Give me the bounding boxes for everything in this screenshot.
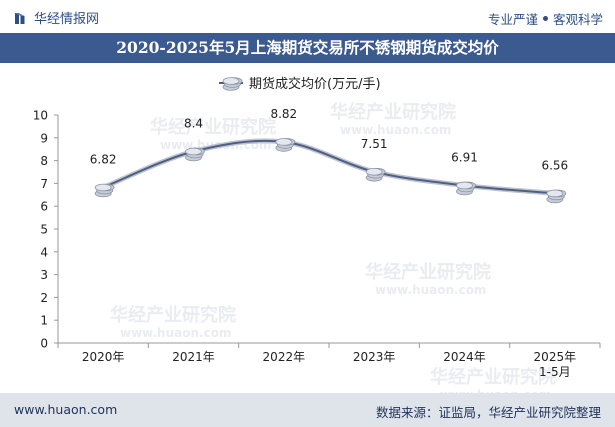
- watermark-url: www.huaon.com: [375, 283, 486, 297]
- watermark-text: 华经产业研究院: [150, 116, 276, 138]
- x-tick-label: 2024年: [443, 350, 486, 364]
- tag-right: 客观科学: [552, 12, 603, 27]
- data-point-marker: [185, 147, 205, 162]
- tag-separator-dot: [542, 16, 548, 21]
- x-tick-label: 2020年: [82, 350, 125, 364]
- tagline: 专业严谨 客观科学: [488, 9, 603, 28]
- x-tick-label: 2022年: [263, 350, 306, 364]
- y-tick-label: 4: [40, 245, 48, 259]
- brand-logo-icon: [15, 12, 25, 24]
- y-tick-label: 5: [40, 223, 48, 237]
- x-axis: 2020年 2021年 2022年 2023年 2024年 2025年 1-5月: [57, 342, 601, 379]
- watermark-text: 华经产业研究院: [430, 366, 556, 388]
- data-labels: 6.82 8.4 8.82 7.51 6.91 6.56: [90, 107, 568, 173]
- data-point-marker: [94, 183, 115, 198]
- data-label: 6.82: [90, 153, 117, 167]
- watermark-text: 华经产业研究院: [110, 304, 236, 326]
- x-tick-label: 2021年: [172, 350, 215, 364]
- watermark-text: 华经产业研究院: [330, 101, 456, 123]
- footer: www.huaon.com 数据来源：证监局，华经产业研究院整理: [0, 393, 615, 427]
- y-tick-label: 10: [33, 109, 48, 123]
- x-tick-label: 2025年 1-5月: [534, 350, 577, 379]
- x-tick-label: 2023年: [353, 350, 396, 364]
- y-tick-label: 1: [40, 314, 48, 328]
- top-bar: 华经情报网 专业严谨 客观科学: [0, 0, 615, 33]
- footer-website: www.huaon.com: [14, 402, 118, 417]
- y-tick-label: 6: [40, 200, 48, 214]
- chart-area: 华经产业研究院 www.huaon.com 华经产业研究院 www.huaon.com…: [0, 63, 615, 402]
- series-line: [94, 138, 567, 204]
- data-label: 8.82: [270, 107, 297, 121]
- data-label: 6.91: [451, 150, 478, 164]
- data-point-marker: [365, 167, 386, 182]
- data-label: 7.51: [361, 137, 388, 151]
- y-tick-label: 0: [40, 337, 48, 351]
- watermark-url: www.huaon.com: [340, 123, 451, 137]
- data-point-marker: [546, 189, 567, 204]
- legend-coin-icon: [222, 77, 243, 91]
- line-chart: 华经产业研究院www.huaon.com华经产业研究院www.huaon.com…: [33, 76, 601, 402]
- data-label: 8.4: [184, 116, 203, 130]
- y-tick-label: 7: [40, 177, 48, 191]
- watermark-url: www.huaon.com: [120, 326, 231, 340]
- watermark-text: 华经产业研究院: [365, 261, 491, 283]
- data-point-marker: [456, 181, 476, 196]
- footer-source: 数据来源：证监局，华经产业研究院整理: [375, 405, 601, 420]
- y-tick-label: 9: [40, 131, 48, 145]
- brand: 华经情报网: [14, 8, 99, 27]
- data-label: 6.56: [541, 158, 568, 172]
- y-tick-label: 2: [40, 291, 48, 305]
- y-tick-label: 8: [40, 154, 48, 168]
- y-tick-label: 3: [40, 268, 48, 282]
- chart-title: 2020-2025年5月上海期货交易所不锈钢期货成交均价: [0, 33, 615, 63]
- legend-label: 期货成交均价(万元/手): [249, 76, 381, 92]
- data-point-marker: [275, 138, 296, 152]
- y-axis: 0 1 2 3 4 5 6 7 8 9 10: [33, 109, 59, 351]
- brand-name: 华经情报网: [34, 12, 100, 27]
- legend: 期货成交均价(万元/手): [219, 76, 381, 92]
- tag-left: 专业严谨: [487, 12, 538, 27]
